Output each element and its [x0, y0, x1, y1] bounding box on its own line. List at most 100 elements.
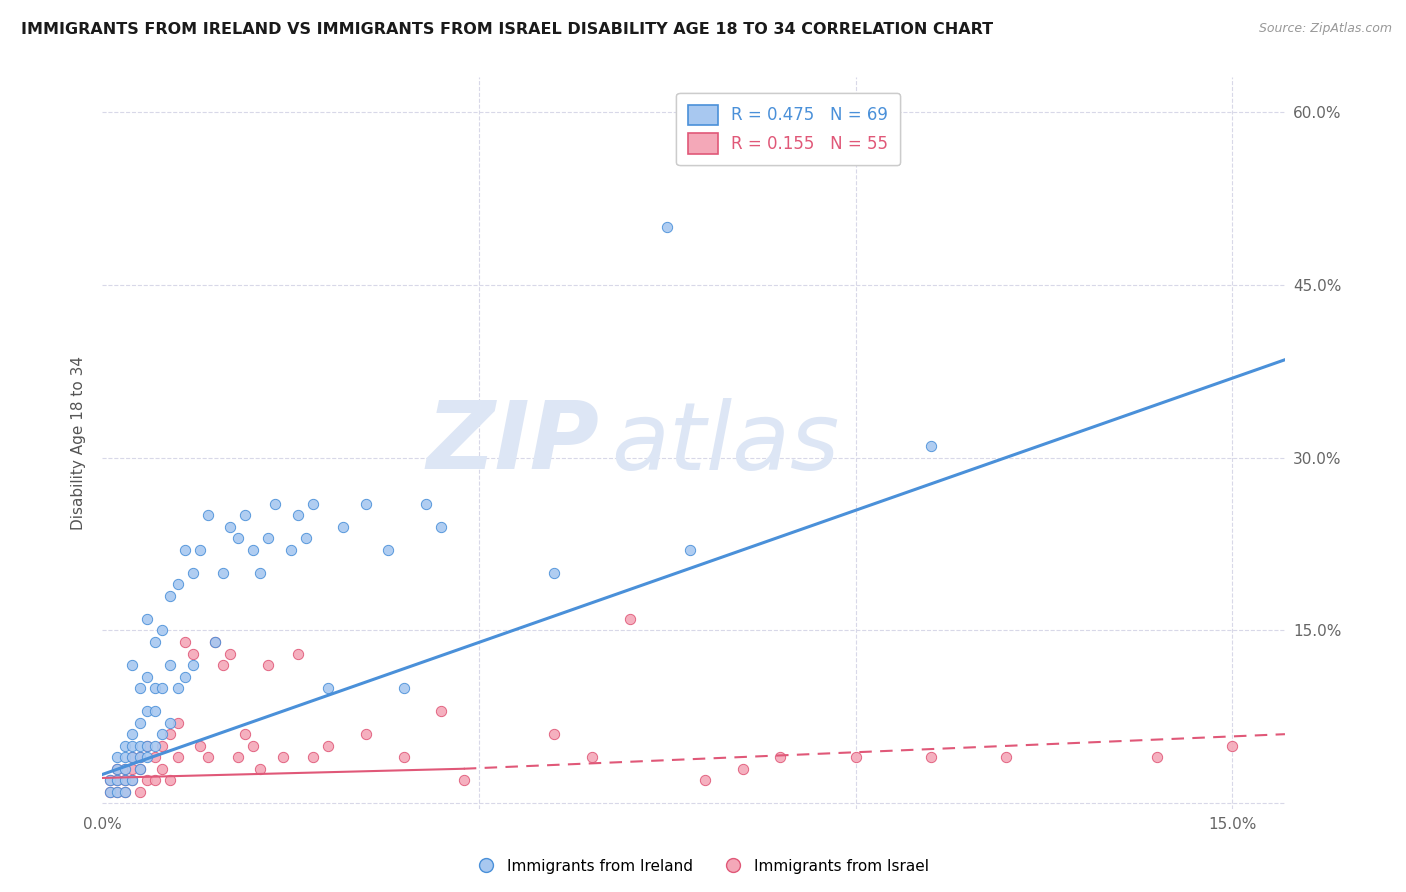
Point — [302, 750, 325, 764]
Point — [249, 762, 271, 776]
Point — [377, 542, 399, 557]
Point — [136, 669, 159, 683]
Point — [287, 508, 309, 523]
Point — [121, 773, 143, 788]
Point — [430, 520, 453, 534]
Point — [159, 727, 181, 741]
Point — [166, 681, 188, 695]
Point — [257, 658, 280, 673]
Point — [174, 669, 197, 683]
Point — [121, 739, 143, 753]
Point — [1146, 750, 1168, 764]
Point — [294, 531, 316, 545]
Point — [159, 715, 181, 730]
Point — [233, 727, 256, 741]
Point — [211, 658, 233, 673]
Point — [197, 508, 219, 523]
Point — [136, 612, 159, 626]
Point — [143, 681, 166, 695]
Point — [159, 589, 181, 603]
Point — [995, 750, 1018, 764]
Point — [136, 750, 159, 764]
Point — [920, 439, 942, 453]
Point — [166, 715, 188, 730]
Point — [920, 750, 942, 764]
Point — [197, 750, 219, 764]
Point — [543, 727, 565, 741]
Point — [219, 647, 242, 661]
Point — [105, 773, 128, 788]
Point — [316, 681, 339, 695]
Point — [679, 542, 702, 557]
Point — [332, 520, 354, 534]
Point — [271, 750, 294, 764]
Text: Source: ZipAtlas.com: Source: ZipAtlas.com — [1258, 22, 1392, 36]
Point — [287, 647, 309, 661]
Point — [769, 750, 792, 764]
Point — [211, 566, 233, 580]
Point — [280, 542, 302, 557]
Point — [121, 762, 143, 776]
Point — [181, 658, 204, 673]
Point — [316, 739, 339, 753]
Point — [143, 773, 166, 788]
Point — [114, 785, 136, 799]
Point — [453, 773, 475, 788]
Point — [114, 773, 136, 788]
Point — [174, 635, 197, 649]
Point — [657, 220, 679, 235]
Point — [152, 727, 174, 741]
Point — [159, 773, 181, 788]
Point — [233, 508, 256, 523]
Point — [136, 739, 159, 753]
Point — [114, 739, 136, 753]
Point — [143, 739, 166, 753]
Point — [105, 773, 128, 788]
Point — [159, 658, 181, 673]
Point — [114, 762, 136, 776]
Point — [105, 762, 128, 776]
Point — [392, 681, 415, 695]
Point — [121, 750, 143, 764]
Point — [415, 497, 437, 511]
Point — [581, 750, 603, 764]
Point — [128, 681, 150, 695]
Point — [264, 497, 287, 511]
Point — [166, 750, 188, 764]
Point — [354, 727, 377, 741]
Point — [105, 785, 128, 799]
Text: atlas: atlas — [610, 398, 839, 489]
Point — [136, 739, 159, 753]
Point — [188, 739, 211, 753]
Point — [693, 773, 716, 788]
Point — [226, 750, 249, 764]
Point — [98, 773, 121, 788]
Point — [121, 773, 143, 788]
Point — [152, 762, 174, 776]
Point — [1220, 739, 1243, 753]
Point — [204, 635, 226, 649]
Point — [128, 750, 150, 764]
Point — [136, 704, 159, 718]
Point — [114, 773, 136, 788]
Point — [242, 739, 264, 753]
Point — [543, 566, 565, 580]
Point — [121, 658, 143, 673]
Point — [98, 773, 121, 788]
Point — [731, 762, 754, 776]
Point — [143, 750, 166, 764]
Point — [249, 566, 271, 580]
Point — [114, 750, 136, 764]
Text: IMMIGRANTS FROM IRELAND VS IMMIGRANTS FROM ISRAEL DISABILITY AGE 18 TO 34 CORREL: IMMIGRANTS FROM IRELAND VS IMMIGRANTS FR… — [21, 22, 993, 37]
Point — [98, 785, 121, 799]
Point — [128, 762, 150, 776]
Point — [181, 647, 204, 661]
Legend: R = 0.475   N = 69, R = 0.155   N = 55: R = 0.475 N = 69, R = 0.155 N = 55 — [676, 93, 900, 165]
Point — [152, 624, 174, 638]
Point — [181, 566, 204, 580]
Point — [128, 715, 150, 730]
Point — [136, 773, 159, 788]
Point — [143, 704, 166, 718]
Point — [174, 542, 197, 557]
Point — [845, 750, 868, 764]
